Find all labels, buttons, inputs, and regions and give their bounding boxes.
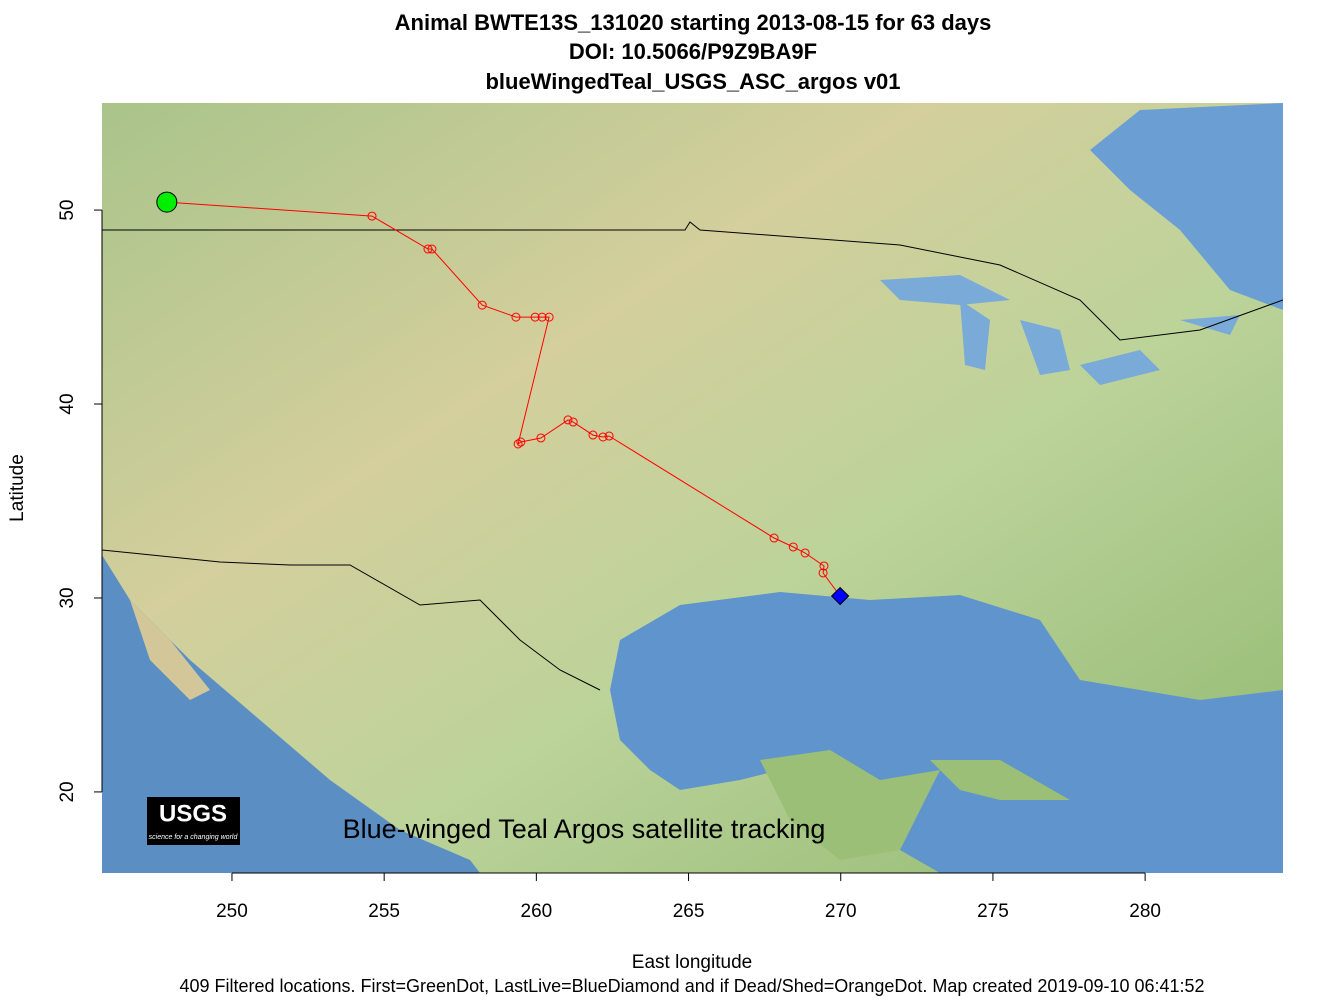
track-point (800, 548, 810, 558)
logo-name: USGS (159, 800, 227, 827)
x-tick-label: 265 (673, 901, 705, 922)
track-point (819, 561, 829, 571)
end-point (830, 586, 850, 606)
y-tick-label: 40 (57, 393, 78, 414)
y-tick-label: 20 (57, 781, 78, 802)
y-axis-label: Latitude (7, 454, 28, 522)
track-point (568, 417, 578, 427)
x-tick-label: 275 (977, 901, 1009, 922)
track-point (563, 415, 573, 425)
x-tick-label: 255 (368, 901, 400, 922)
track-point (516, 437, 526, 447)
y-tick-label: 50 (57, 199, 78, 220)
x-axis-label: East longitude (632, 952, 752, 973)
track-point (544, 312, 554, 322)
track-point (588, 430, 598, 440)
track-point (536, 433, 546, 443)
footer: 409 Filtered locations. First=GreenDot, … (179, 976, 1204, 996)
track-point (537, 312, 547, 322)
title-line: Animal BWTE13S_131020 starting 2013-08-1… (395, 10, 992, 35)
track-point (511, 312, 521, 322)
basemap (102, 103, 1283, 873)
logo-tagline: science for a changing world (149, 834, 239, 841)
track-point (513, 439, 523, 449)
x-tick-label: 250 (216, 901, 248, 922)
track-point (427, 244, 437, 254)
track-point (769, 533, 779, 543)
track-point (367, 211, 377, 221)
track-point (477, 300, 487, 310)
track-point (818, 568, 828, 578)
track-point (423, 244, 433, 254)
track-point (604, 431, 614, 441)
track-point (530, 312, 540, 322)
x-tick-label: 270 (825, 901, 857, 922)
annotation: Blue-winged Teal Argos satellite trackin… (343, 814, 826, 844)
track-point (788, 542, 798, 552)
track-point (598, 432, 608, 442)
x-tick-label: 280 (1129, 901, 1161, 922)
title-line: blueWingedTeal_USGS_ASC_argos v01 (485, 69, 900, 94)
y-tick-label: 30 (57, 587, 78, 608)
start-point (156, 191, 178, 213)
title-line: DOI: 10.5066/P9Z9BA9F (569, 39, 817, 64)
x-tick-label: 260 (521, 901, 553, 922)
